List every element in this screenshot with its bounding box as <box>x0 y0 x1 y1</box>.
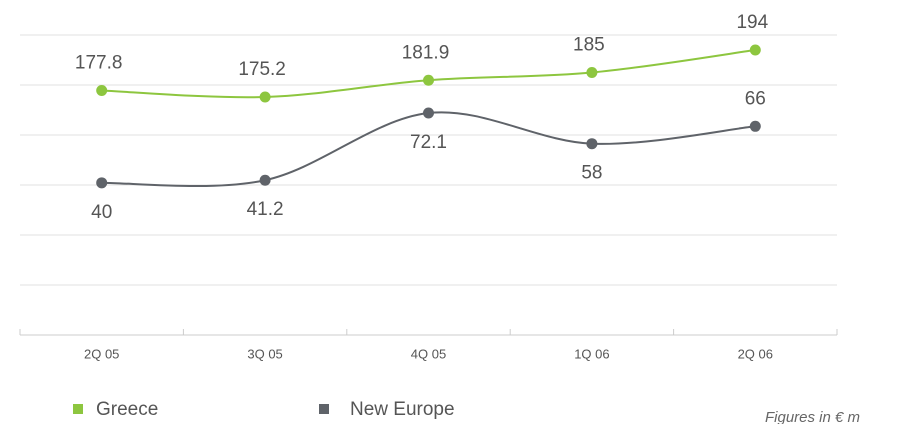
point <box>586 67 598 78</box>
data-label: 177.8 <box>75 53 123 74</box>
data-label: 40 <box>91 202 112 223</box>
x-tick-label: 2Q 06 <box>738 346 773 361</box>
data-label: 175.2 <box>238 59 286 80</box>
legend-swatch <box>73 404 83 414</box>
data-label: 72.1 <box>410 132 447 153</box>
point <box>749 44 761 56</box>
annotation: Figures in € m <box>765 409 860 424</box>
x-tick-label: 1Q 06 <box>574 346 609 361</box>
point <box>96 85 108 96</box>
point <box>96 177 108 189</box>
point <box>586 138 598 150</box>
data-label: 194 <box>736 12 768 33</box>
legend-label: New Europe <box>350 399 455 420</box>
data-label: 181.9 <box>402 42 450 63</box>
x-tick-label: 4Q 05 <box>411 346 446 361</box>
point <box>423 74 434 86</box>
data-label: 66 <box>745 88 766 109</box>
point <box>423 107 434 119</box>
legend-swatch <box>319 404 329 414</box>
x-tick-label: 3Q 05 <box>247 346 282 361</box>
data-label: 41.2 <box>247 199 284 220</box>
x-tick-label: 2Q 05 <box>84 346 119 361</box>
point <box>259 174 271 186</box>
point <box>259 91 271 103</box>
data-label: 185 <box>573 35 605 56</box>
legend-label: Greece <box>96 399 158 420</box>
point <box>749 120 761 132</box>
data-label: 58 <box>581 163 602 184</box>
